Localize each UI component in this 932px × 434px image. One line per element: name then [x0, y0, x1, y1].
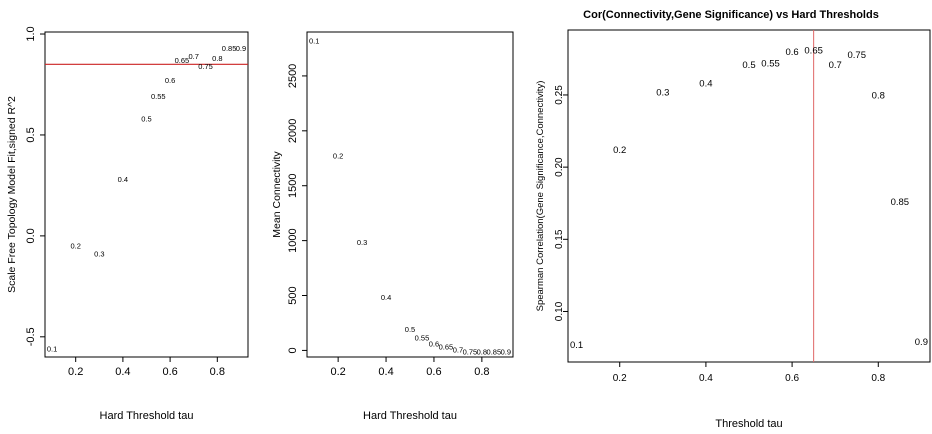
data-point-label: 0.3: [94, 250, 104, 259]
data-point-label: 0.75: [198, 62, 213, 71]
data-point-label: 0.8: [872, 90, 885, 101]
data-point-label: 0.65: [439, 343, 454, 352]
x-tick-label: 0.4: [699, 373, 713, 384]
panel-1: 0.2 0.4 0.6 0.8 -0.5 0.0 0.5 1.0 0.1 0.2 0.3 0.4 0.5…: [6, 26, 249, 422]
data-point-label: 0.8: [477, 348, 487, 357]
x-tick-label: 0.8: [474, 366, 489, 378]
y-tick-label: 1.0: [25, 26, 37, 41]
data-point-label: 0.5: [141, 114, 151, 123]
x-tick-label: 0.8: [871, 373, 885, 384]
y-axis-label: Scale Free Topology Model Fit,signed R^2: [6, 96, 18, 293]
x-tick-label: 0.6: [162, 366, 177, 378]
data-point-label: 0.3: [357, 238, 367, 247]
y-tick-label: 500: [287, 286, 299, 304]
y-tick-label: 0.25: [554, 85, 565, 105]
x-tick-label: 0.6: [426, 366, 441, 378]
data-point-label: 0.9: [236, 44, 246, 53]
data-point-label: 0.7: [829, 60, 842, 71]
data-point-label: 0.75: [847, 50, 866, 61]
data-point-label: 0.4: [118, 175, 128, 184]
x-tick-label: 0.6: [785, 373, 799, 384]
data-point-label: 0.55: [151, 92, 166, 101]
y-tick-label: 0.10: [554, 301, 565, 321]
data-point-label: 0.2: [613, 145, 626, 156]
y-tick-label: 1000: [287, 228, 299, 252]
x-tick-label: 0.8: [210, 366, 225, 378]
data-point-label: 0.7: [188, 52, 198, 61]
y-tick-label: 0.0: [25, 228, 37, 243]
x-tick-label: 0.2: [68, 366, 83, 378]
data-point-label: 0.2: [333, 152, 343, 161]
y-tick-label: 0.20: [554, 157, 565, 177]
data-point-label: 0.55: [761, 59, 780, 70]
plot-frame: [44, 31, 249, 358]
x-axis-label: Hard Threshold tau: [100, 410, 194, 422]
data-point-label: 0.6: [165, 76, 175, 85]
data-point-label: 0.75: [463, 348, 478, 357]
panel-3: 0.2 0.4 0.6 0.8 0.10 0.15 0.20 0.25 0.1 0.2 0.3 0.4…: [535, 9, 931, 430]
x-tick-label: 0.2: [330, 366, 345, 378]
data-point-label: 0.85: [487, 348, 502, 357]
data-point-label: 0.5: [742, 60, 755, 71]
data-point-label: 0.65: [175, 56, 190, 65]
x-axis-label: Hard Threshold tau: [363, 410, 457, 422]
data-point-label: 0.3: [656, 87, 669, 98]
data-point-label: 0.65: [804, 46, 823, 57]
data-point-label: 0.9: [915, 337, 928, 348]
y-tick-label: 2000: [287, 119, 299, 143]
data-point-label: 0.4: [381, 293, 391, 302]
data-point-label: 0.85: [891, 197, 910, 208]
y-tick-label: 1500: [287, 173, 299, 197]
x-tick-label: 0.4: [115, 366, 130, 378]
y-tick-label: 0.15: [554, 229, 565, 249]
panel-2: 0.2 0.4 0.6 0.8 0 500 1000 1500 2000 2500 0.1 0.2 0.…: [271, 31, 514, 422]
data-point-label: 0.7: [453, 345, 463, 354]
data-point-label: 0.8: [212, 54, 222, 63]
data-point-label: 0.1: [570, 340, 583, 351]
y-tick-label: 0.5: [25, 127, 37, 142]
y-axis-label: Spearman Correlation(Gene Significance,C…: [535, 81, 546, 312]
plot-frame: [306, 31, 514, 358]
data-point-label: 0.55: [415, 333, 430, 342]
data-point-label: 0.6: [785, 47, 798, 58]
data-point-label: 0.9: [501, 348, 511, 357]
data-point-label: 0.2: [70, 242, 80, 251]
y-tick-label: 2500: [287, 64, 299, 88]
y-tick-label: 0: [287, 347, 299, 353]
x-tick-label: 0.2: [613, 373, 627, 384]
plot-frame: [567, 29, 931, 363]
data-point-label: 0.1: [47, 345, 57, 354]
data-point-label: 0.85: [222, 44, 237, 53]
data-point-label: 0.5: [405, 325, 415, 334]
data-point-label: 0.4: [699, 79, 712, 90]
y-axis-label: Mean Connectivity: [271, 151, 283, 238]
x-axis-label: Threshold tau: [715, 418, 782, 429]
data-point-label: 0.6: [429, 339, 439, 348]
x-tick-label: 0.4: [378, 366, 393, 378]
y-tick-label: -0.5: [25, 327, 37, 346]
data-point-label: 0.1: [309, 36, 319, 45]
chart-title: Cor(Connectivity,Gene Significance) vs H…: [583, 9, 879, 21]
